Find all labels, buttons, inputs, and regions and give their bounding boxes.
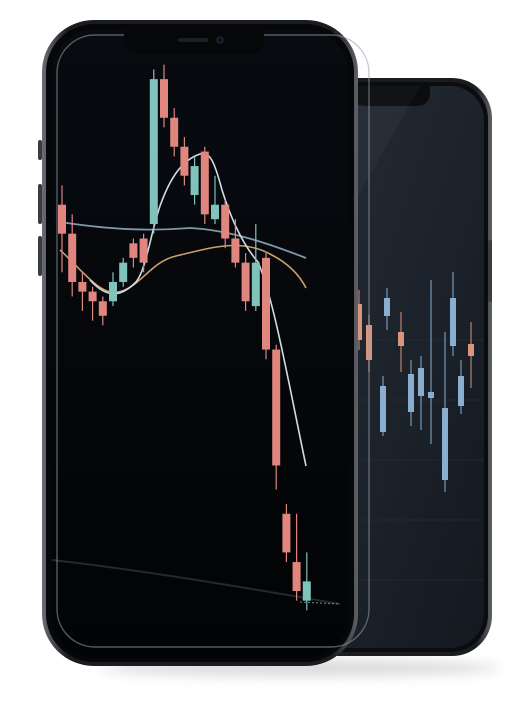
ma-medium bbox=[59, 244, 307, 294]
front-phone-candles bbox=[58, 64, 311, 611]
candle-bull bbox=[190, 166, 199, 196]
back-phone-notch bbox=[352, 86, 430, 106]
front-phone-camera bbox=[216, 36, 224, 44]
ma-slow bbox=[59, 221, 307, 259]
candle-bull bbox=[418, 368, 424, 396]
candle-bear bbox=[231, 238, 240, 263]
candle-bear bbox=[129, 243, 138, 258]
candle-bear bbox=[98, 301, 107, 316]
candle-bear bbox=[200, 151, 209, 215]
candle-bear bbox=[221, 204, 230, 239]
candle-bear bbox=[398, 332, 404, 346]
candle-bull bbox=[442, 408, 448, 480]
candle-bear bbox=[68, 233, 77, 282]
candle-bear bbox=[58, 204, 66, 234]
front-phone-price-line bbox=[299, 601, 341, 605]
candle-bull bbox=[408, 374, 414, 412]
candle-bear bbox=[170, 117, 179, 147]
candle-bear bbox=[160, 79, 168, 118]
candle-bear bbox=[282, 513, 291, 553]
candle-bear bbox=[139, 238, 148, 263]
front-phone-volume-up bbox=[38, 184, 42, 224]
candle-bull bbox=[109, 281, 117, 302]
candle-bear bbox=[180, 146, 189, 176]
candle-bull bbox=[211, 204, 219, 220]
candle-bull bbox=[384, 298, 390, 316]
candle-bear bbox=[78, 281, 87, 292]
candle-bull bbox=[119, 262, 128, 282]
front-phone bbox=[38, 20, 370, 666]
front-phone-long-ma bbox=[52, 559, 341, 605]
front-phone-speaker bbox=[178, 38, 208, 42]
candle-bear bbox=[241, 262, 250, 302]
candle-bull bbox=[380, 386, 386, 432]
back-phone-side-button bbox=[488, 240, 492, 302]
candle-bull bbox=[458, 376, 464, 406]
candle-bear bbox=[468, 344, 474, 356]
front-phone-silent-switch bbox=[38, 140, 42, 160]
candle-bull bbox=[302, 581, 311, 601]
candle-bear bbox=[292, 562, 301, 592]
candle-bear bbox=[88, 291, 97, 302]
candle-bull bbox=[428, 392, 434, 398]
candle-bear bbox=[272, 349, 281, 466]
candle-bear bbox=[262, 257, 270, 350]
candle-bull bbox=[450, 298, 456, 346]
candle-bull bbox=[149, 79, 158, 225]
candle-bear bbox=[356, 304, 362, 340]
candle-bull bbox=[251, 262, 260, 307]
front-phone-screen bbox=[52, 30, 348, 658]
front-phone-volume-down bbox=[38, 236, 42, 276]
